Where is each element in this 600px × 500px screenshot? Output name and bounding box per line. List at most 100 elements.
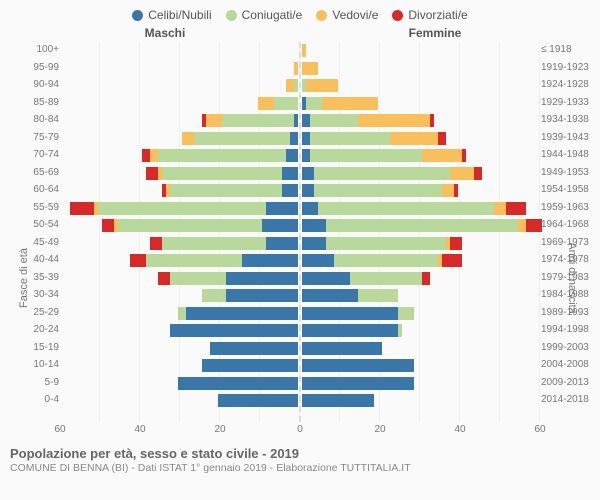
male-side bbox=[60, 95, 300, 113]
male-side bbox=[60, 235, 300, 253]
male-side bbox=[60, 305, 300, 323]
bar-stack bbox=[302, 184, 458, 197]
bar-segment-ved bbox=[390, 132, 438, 145]
legend: Celibi/NubiliConiugati/eVedovi/eDivorzia… bbox=[0, 0, 600, 26]
bar-segment-cel bbox=[302, 394, 374, 407]
bar-stack bbox=[302, 342, 382, 355]
plot-area: Fasce di età Anni di nascita 100+≤ 19189… bbox=[0, 42, 600, 422]
legend-label: Divorziati/e bbox=[408, 8, 467, 22]
bar-segment-div bbox=[150, 237, 162, 250]
bar-stack bbox=[130, 254, 298, 267]
age-label: 5-9 bbox=[4, 377, 59, 388]
female-side bbox=[300, 200, 540, 218]
bar-stack bbox=[302, 254, 462, 267]
bar-segment-div bbox=[146, 167, 158, 180]
bar-segment-con bbox=[326, 219, 518, 232]
age-label: 50-54 bbox=[4, 219, 59, 230]
bar-segment-cel bbox=[302, 132, 310, 145]
bar-segment-con bbox=[314, 167, 450, 180]
bar-stack bbox=[302, 97, 378, 110]
bar-stack bbox=[302, 79, 338, 92]
legend-swatch bbox=[316, 10, 327, 21]
bar-segment-cel bbox=[294, 114, 298, 127]
x-tick: 20 bbox=[214, 424, 225, 435]
bar-stack bbox=[302, 272, 430, 285]
bar-segment-ved bbox=[494, 202, 506, 215]
bar-segment-con bbox=[314, 184, 442, 197]
bar-segment-cel bbox=[302, 324, 398, 337]
bar-segment-cel bbox=[262, 219, 298, 232]
bar-segment-div bbox=[142, 149, 150, 162]
female-side bbox=[300, 270, 540, 288]
bar-stack bbox=[178, 377, 298, 390]
birth-year-label: 2014-2018 bbox=[541, 394, 596, 405]
bar-segment-cel bbox=[282, 167, 298, 180]
bar-stack bbox=[302, 44, 306, 57]
bar-segment-con bbox=[306, 97, 322, 110]
bar-segment-ved bbox=[422, 149, 462, 162]
birth-year-label: 1964-1968 bbox=[541, 219, 596, 230]
bar-segment-ved bbox=[294, 62, 298, 75]
bar-segment-cel bbox=[286, 149, 298, 162]
bar-stack bbox=[178, 307, 298, 320]
birth-year-label: 1949-1953 bbox=[541, 167, 596, 178]
bar-segment-cel bbox=[266, 202, 298, 215]
female-side bbox=[300, 305, 540, 323]
bar-segment-cel bbox=[218, 394, 298, 407]
bar-segment-ved bbox=[206, 114, 222, 127]
bar-segment-con bbox=[194, 132, 290, 145]
birth-year-label: 2004-2008 bbox=[541, 359, 596, 370]
birth-year-label: 1959-1963 bbox=[541, 202, 596, 213]
age-label: 95-99 bbox=[4, 62, 59, 73]
bar-segment-ved bbox=[286, 79, 294, 92]
birth-year-label: 2009-2013 bbox=[541, 377, 596, 388]
bar-stack bbox=[286, 79, 298, 92]
female-side bbox=[300, 392, 540, 410]
male-side bbox=[60, 287, 300, 305]
bar-stack bbox=[302, 289, 398, 302]
birth-year-label: 1934-1938 bbox=[541, 114, 596, 125]
bar-segment-cel bbox=[178, 377, 298, 390]
age-label: 70-74 bbox=[4, 149, 59, 160]
bar-segment-con bbox=[294, 79, 298, 92]
bar-segment-con bbox=[202, 289, 226, 302]
header-female: Femmine bbox=[300, 26, 540, 40]
age-label: 30-34 bbox=[4, 289, 59, 300]
bar-segment-cel bbox=[242, 254, 298, 267]
bar-stack bbox=[302, 237, 462, 250]
legend-swatch bbox=[226, 10, 237, 21]
x-tick: 0 bbox=[297, 424, 303, 435]
header-male: Maschi bbox=[60, 26, 300, 40]
bar-segment-ved bbox=[258, 97, 274, 110]
male-side bbox=[60, 392, 300, 410]
age-label: 10-14 bbox=[4, 359, 59, 370]
bar-segment-div bbox=[102, 219, 114, 232]
bar-stack bbox=[162, 184, 298, 197]
bar-segment-cel bbox=[210, 342, 298, 355]
x-tick: 40 bbox=[454, 424, 465, 435]
bar-segment-cel bbox=[302, 359, 414, 372]
bar-segment-ved bbox=[450, 167, 474, 180]
bar-segment-cel bbox=[226, 272, 298, 285]
male-side bbox=[60, 200, 300, 218]
male-side bbox=[60, 182, 300, 200]
gender-headers: Maschi Femmine bbox=[0, 26, 600, 42]
legend-item: Vedovi/e bbox=[316, 8, 378, 22]
bar-stack bbox=[218, 394, 298, 407]
birth-year-label: ≤ 1918 bbox=[541, 44, 596, 55]
male-side bbox=[60, 375, 300, 393]
male-side bbox=[60, 60, 300, 78]
bar-stack bbox=[302, 167, 482, 180]
bar-segment-con bbox=[118, 219, 262, 232]
bar-segment-con bbox=[158, 149, 286, 162]
male-side bbox=[60, 77, 300, 95]
bar-segment-cel bbox=[302, 342, 382, 355]
bar-stack bbox=[302, 62, 318, 75]
age-label: 40-44 bbox=[4, 254, 59, 265]
x-tick: 60 bbox=[54, 424, 65, 435]
age-label: 25-29 bbox=[4, 307, 59, 318]
bar-stack bbox=[302, 202, 526, 215]
bar-segment-con bbox=[398, 307, 414, 320]
bar-stack bbox=[294, 62, 298, 75]
female-side bbox=[300, 252, 540, 270]
